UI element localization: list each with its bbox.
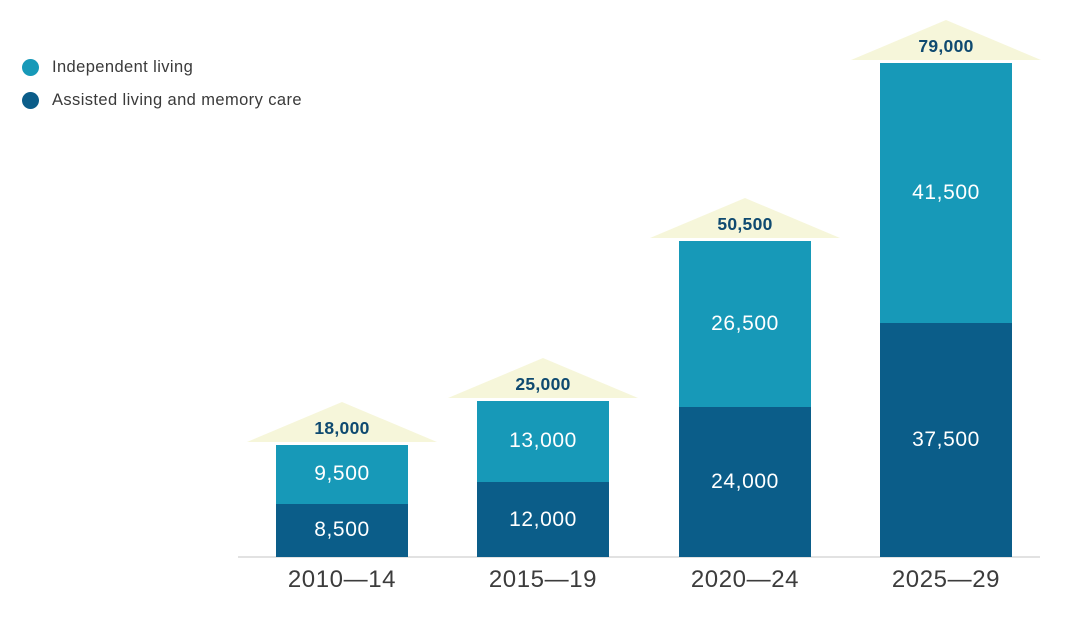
total-label: 25,000 <box>515 373 571 394</box>
legend: Independent living Assisted living and m… <box>22 58 302 110</box>
segment-independent-living: 26,500 <box>679 241 811 407</box>
total-label: 18,000 <box>314 417 370 438</box>
segment-independent-living: 41,500 <box>880 63 1012 323</box>
segment-assisted-living: 24,000 <box>679 407 811 557</box>
legend-label-independent-living: Independent living <box>52 58 194 76</box>
legend-dot-assisted-living-icon <box>22 92 39 109</box>
bar-2015—19: 13,000 12,000 <box>477 400 609 557</box>
arrow-up-icon <box>851 20 1041 61</box>
x-axis-label: 2010—14 <box>287 566 397 593</box>
segment-independent-living: 9,500 <box>276 444 408 504</box>
arrow-up-icon <box>650 198 840 239</box>
total-marker: 50,500 <box>650 198 840 239</box>
x-axis-label: 2020—24 <box>690 566 800 593</box>
bar-2020—24: 26,500 24,000 <box>679 241 811 557</box>
legend-item-assisted-living: Assisted living and memory care <box>22 91 302 110</box>
total-label: 79,000 <box>918 36 974 57</box>
total-marker: 25,000 <box>448 357 638 398</box>
legend-dot-independent-living-icon <box>22 59 39 76</box>
bar-2025—29: 41,500 37,500 <box>880 63 1012 557</box>
legend-label-assisted-living: Assisted living and memory care <box>52 91 302 109</box>
arrow-up-icon <box>448 357 638 398</box>
segment-independent-living: 13,000 <box>477 400 609 482</box>
bar-2010—14: 9,500 8,500 <box>276 444 408 557</box>
legend-item-independent-living: Independent living <box>22 58 302 77</box>
segment-assisted-living: 37,500 <box>880 322 1012 557</box>
arrow-up-icon <box>247 401 437 442</box>
x-axis-line <box>238 556 1040 558</box>
x-axis-label: 2025—29 <box>891 566 1001 593</box>
total-label: 50,500 <box>717 214 773 235</box>
total-marker: 18,000 <box>247 401 437 442</box>
x-axis-label: 2015—19 <box>488 566 598 593</box>
segment-assisted-living: 12,000 <box>477 482 609 557</box>
segment-assisted-living: 8,500 <box>276 503 408 557</box>
total-marker: 79,000 <box>851 20 1041 61</box>
